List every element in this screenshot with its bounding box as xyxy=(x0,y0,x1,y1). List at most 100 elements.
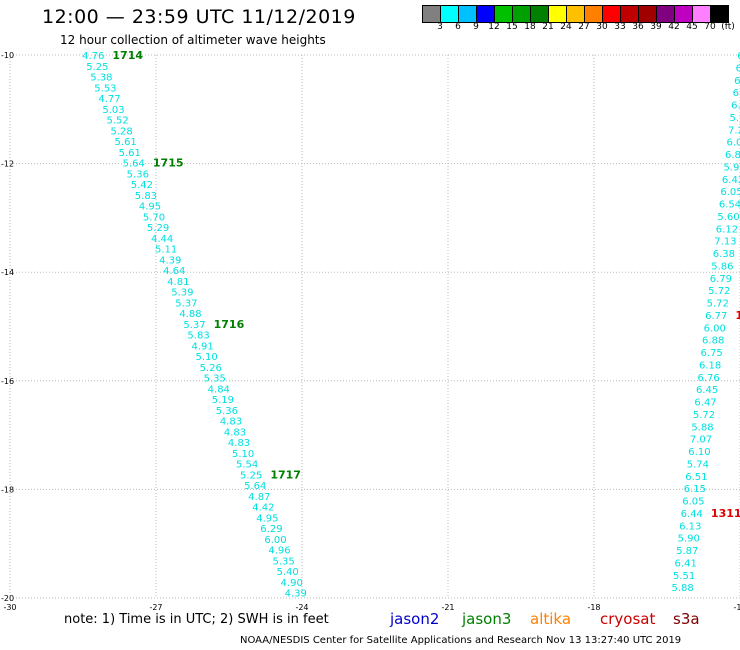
data-label: 5.99 xyxy=(730,113,740,124)
data-label: 4.44 xyxy=(151,234,173,245)
x-tick-label: -27 xyxy=(149,603,162,612)
data-label: 5.10 xyxy=(196,352,218,363)
data-label: 4.42 xyxy=(252,503,274,514)
data-label: 4.87 xyxy=(248,492,270,503)
data-label: 5.90 xyxy=(678,534,700,545)
colorbar-label: 15 xyxy=(506,22,518,32)
data-label: 6.79 xyxy=(710,274,732,285)
data-label: 5.60 xyxy=(717,212,739,223)
colorbar-label: 18 xyxy=(524,22,536,32)
data-label: 5.26 xyxy=(200,363,222,374)
data-label: 6.13 xyxy=(679,521,701,532)
colorbar-label: 70 xyxy=(704,22,716,32)
pass-number-label: 1311 xyxy=(711,507,740,520)
data-label: 4.91 xyxy=(191,341,213,352)
data-label: 4.95 xyxy=(256,513,278,524)
colorbar-label: 9 xyxy=(473,22,479,32)
x-tick-label: -21 xyxy=(441,603,454,612)
data-label: 6.15 xyxy=(684,484,706,495)
pass-number-label: 1716 xyxy=(214,318,245,331)
data-label: 6.86 xyxy=(737,51,740,62)
data-label: 5.19 xyxy=(212,395,234,406)
data-label: 6.05 xyxy=(682,497,704,508)
colorbar-label: 33 xyxy=(614,22,626,32)
data-label: 6.69 xyxy=(736,63,740,74)
data-label: 5.86 xyxy=(711,261,733,272)
data-label: 6.82 xyxy=(725,150,740,161)
colorbar-label: (ft) xyxy=(721,22,735,32)
data-label: 5.35 xyxy=(272,556,294,567)
data-label: 5.64 xyxy=(244,481,266,492)
data-label: 5.87 xyxy=(676,546,698,557)
colorbar-label: 6 xyxy=(455,22,461,32)
data-label: 5.39 xyxy=(171,288,193,299)
data-label: 5.25 xyxy=(86,62,108,73)
colorbar-label: 24 xyxy=(560,22,572,32)
data-label: 5.37 xyxy=(183,320,205,331)
data-label: 6.00 xyxy=(704,323,726,334)
data-label: 6.76 xyxy=(733,88,740,99)
data-label: 5.36 xyxy=(216,406,238,417)
x-tick-label: -18 xyxy=(587,603,600,612)
data-label: 5.83 xyxy=(135,191,157,202)
data-label: 6.44 xyxy=(681,509,703,520)
data-label: 6.76 xyxy=(697,373,719,384)
colorbar-label: 3 xyxy=(437,22,443,32)
data-label: 5.61 xyxy=(115,137,137,148)
data-label: 5.64 xyxy=(123,159,145,170)
data-label: 4.64 xyxy=(163,266,185,277)
data-label: 5.93 xyxy=(723,162,740,173)
data-label: 6.46 xyxy=(731,101,740,112)
data-label: 5.37 xyxy=(175,298,197,309)
data-label: 6.10 xyxy=(688,447,710,458)
colorbar-swatch xyxy=(710,5,729,23)
data-label: 6.41 xyxy=(675,558,697,569)
data-label: 5.52 xyxy=(106,116,128,127)
colorbar-label: 42 xyxy=(668,22,680,32)
data-label: 5.72 xyxy=(693,410,715,421)
data-label: 5.25 xyxy=(240,470,262,481)
data-label: 5.74 xyxy=(687,459,709,470)
x-tick-label: -15 xyxy=(733,603,740,612)
data-label: 5.28 xyxy=(110,126,132,137)
data-label: 4.77 xyxy=(98,94,120,105)
colorbar-label: 27 xyxy=(578,22,590,32)
pass-number-label: 1 xyxy=(735,309,740,322)
data-label: 7.20 xyxy=(728,125,740,136)
colorbar-label: 45 xyxy=(686,22,698,32)
data-label: 5.38 xyxy=(90,73,112,84)
colorbar-label: 12 xyxy=(488,22,500,32)
x-tick-label: -30 xyxy=(3,603,16,612)
chart-subtitle: 12 hour collection of altimeter wave hei… xyxy=(60,33,326,47)
data-label: 5.70 xyxy=(143,212,165,223)
data-label: 5.36 xyxy=(127,169,149,180)
pass-number-label: 1715 xyxy=(153,157,184,170)
colorbar-label: 39 xyxy=(650,22,662,32)
data-label: 5.42 xyxy=(131,180,153,191)
data-label: 5.72 xyxy=(707,299,729,310)
data-label: 5.88 xyxy=(672,583,694,594)
data-label: 5.72 xyxy=(708,286,730,297)
data-label: 6.29 xyxy=(260,524,282,535)
data-label: 5.51 xyxy=(673,571,695,582)
data-label: 4.83 xyxy=(228,438,250,449)
data-label: 4.81 xyxy=(167,277,189,288)
data-label: 5.03 xyxy=(102,105,124,116)
data-label: 6.75 xyxy=(701,348,723,359)
data-label: 6.47 xyxy=(694,398,716,409)
data-label: 5.53 xyxy=(94,83,116,94)
pass-number-label: 1714 xyxy=(112,49,143,62)
data-label: 6.12 xyxy=(716,224,738,235)
data-label: 6.18 xyxy=(699,360,721,371)
y-tick-label: -14 xyxy=(1,268,14,277)
x-tick-label: -24 xyxy=(295,603,308,612)
legend-jason3: jason3 xyxy=(462,610,512,628)
colorbar-label: 21 xyxy=(542,22,554,32)
data-label: 4.95 xyxy=(139,202,161,213)
data-label: 7.13 xyxy=(714,237,736,248)
data-label: 6.77 xyxy=(705,311,727,322)
data-label: 6.00 xyxy=(264,535,286,546)
pass-number-label: 1717 xyxy=(270,468,301,481)
data-label: 6.54 xyxy=(719,200,740,211)
